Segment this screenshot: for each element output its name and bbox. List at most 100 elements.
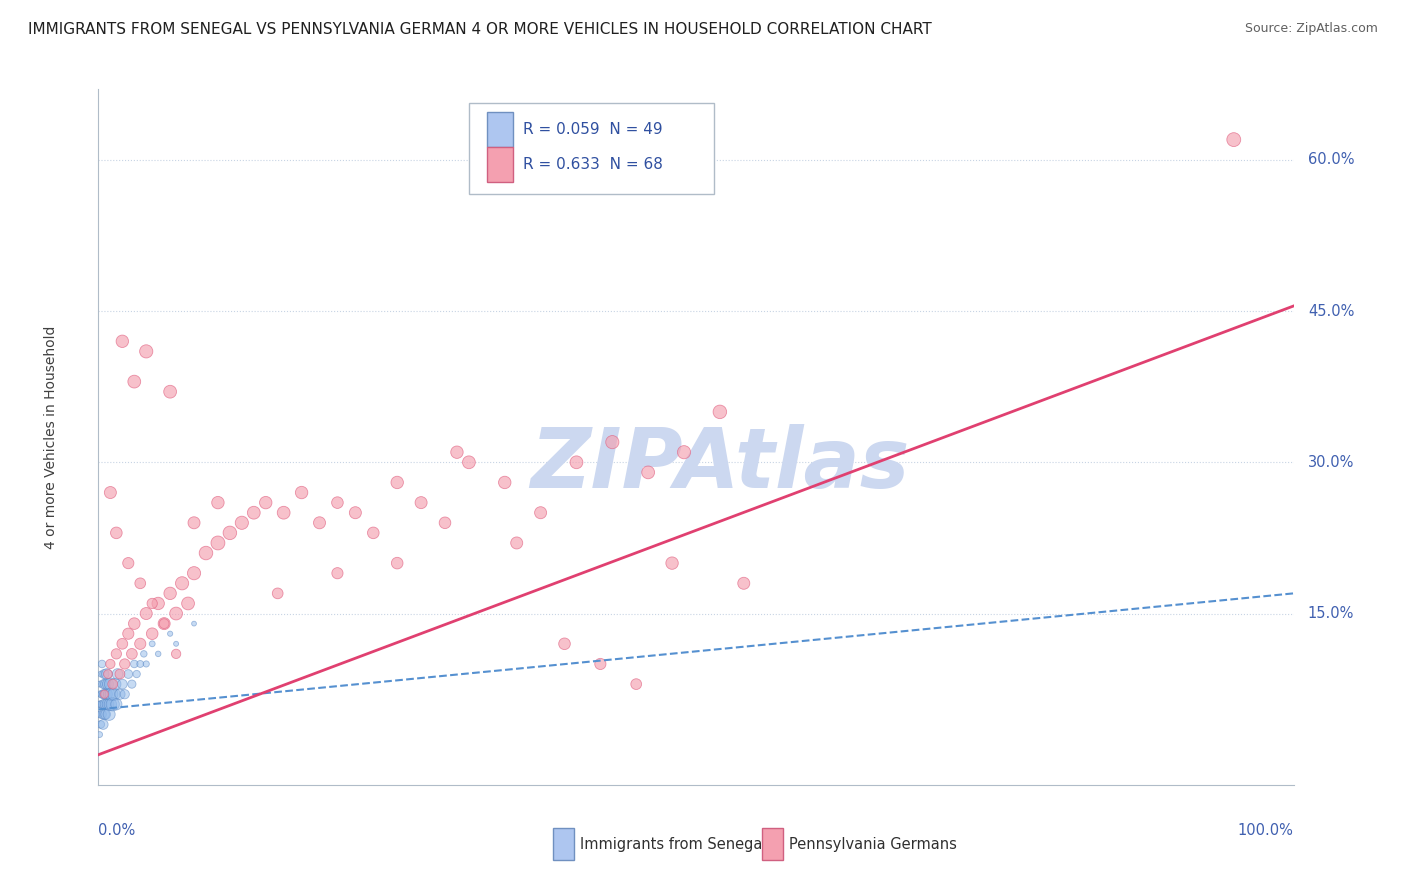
Point — [132, 647, 155, 661]
Text: R = 0.633  N = 68: R = 0.633 N = 68 — [523, 157, 662, 172]
Point — [94, 698, 117, 712]
Bar — [486, 147, 513, 182]
Text: Source: ZipAtlas.com: Source: ZipAtlas.com — [1244, 22, 1378, 36]
Point — [183, 566, 205, 581]
Point — [91, 707, 114, 722]
Point — [100, 687, 122, 701]
Point — [105, 647, 128, 661]
Point — [177, 597, 200, 611]
Point — [231, 516, 253, 530]
Point — [98, 698, 122, 712]
Point — [90, 667, 112, 681]
Point — [207, 495, 229, 509]
Point — [93, 667, 115, 681]
Point — [111, 334, 134, 349]
Point — [565, 455, 588, 469]
Point — [89, 698, 111, 712]
Point — [135, 344, 157, 359]
Point — [733, 576, 755, 591]
Text: 0.0%: 0.0% — [98, 823, 135, 838]
Point — [90, 717, 112, 731]
Point — [183, 516, 205, 530]
Text: 30.0%: 30.0% — [1308, 455, 1354, 470]
Point — [159, 626, 181, 640]
Point — [111, 677, 134, 691]
Point — [108, 667, 131, 681]
Point — [326, 566, 349, 581]
Point — [385, 475, 409, 490]
Point — [673, 445, 696, 459]
Point — [207, 536, 229, 550]
Point — [344, 506, 367, 520]
Point — [93, 687, 115, 701]
Point — [97, 698, 120, 712]
Point — [411, 495, 433, 509]
Point — [434, 516, 457, 530]
Point — [114, 687, 136, 701]
Point — [96, 687, 118, 701]
Point — [124, 375, 146, 389]
Point — [141, 626, 163, 640]
Point — [554, 637, 576, 651]
Point — [101, 677, 124, 691]
Point — [98, 687, 121, 701]
Point — [602, 435, 624, 450]
Bar — [553, 829, 574, 860]
Text: IMMIGRANTS FROM SENEGAL VS PENNSYLVANIA GERMAN 4 OR MORE VEHICLES IN HOUSEHOLD C: IMMIGRANTS FROM SENEGAL VS PENNSYLVANIA … — [28, 22, 932, 37]
Point — [273, 506, 295, 520]
Point — [96, 667, 118, 681]
Text: 45.0%: 45.0% — [1308, 303, 1354, 318]
Point — [93, 687, 115, 701]
Point — [98, 707, 121, 722]
Point — [129, 576, 152, 591]
Point — [153, 616, 176, 631]
Point — [124, 657, 146, 671]
Point — [105, 525, 128, 540]
Text: 100.0%: 100.0% — [1237, 823, 1294, 838]
Point — [91, 677, 114, 691]
Point — [530, 506, 553, 520]
Bar — [486, 112, 513, 147]
Point — [135, 657, 157, 671]
Point — [494, 475, 516, 490]
Point — [108, 687, 131, 701]
Point — [105, 698, 128, 712]
Bar — [762, 829, 783, 860]
Point — [291, 485, 314, 500]
Text: 15.0%: 15.0% — [1308, 606, 1354, 621]
Point — [159, 384, 181, 399]
Point — [97, 667, 120, 681]
Point — [135, 607, 157, 621]
Point — [141, 637, 163, 651]
Point — [458, 455, 481, 469]
Point — [98, 485, 122, 500]
Point — [626, 677, 648, 691]
Text: 60.0%: 60.0% — [1308, 153, 1354, 168]
Point — [125, 667, 148, 681]
Point — [637, 466, 659, 480]
Point — [446, 445, 468, 459]
Point — [93, 707, 115, 722]
Point — [267, 586, 290, 600]
Point — [89, 727, 111, 741]
Point — [94, 677, 117, 691]
Point — [165, 637, 187, 651]
Point — [101, 698, 124, 712]
Point — [506, 536, 529, 550]
Point — [385, 556, 409, 570]
Point — [90, 698, 112, 712]
Point — [104, 677, 127, 691]
Point — [90, 687, 112, 701]
Point — [243, 506, 266, 520]
Point — [117, 556, 139, 570]
Point — [91, 687, 114, 701]
Point — [363, 525, 385, 540]
Point — [589, 657, 612, 671]
Point — [183, 616, 205, 631]
Point — [165, 607, 187, 621]
Point — [326, 495, 349, 509]
Point — [114, 657, 136, 671]
Text: Immigrants from Senegal: Immigrants from Senegal — [581, 837, 766, 852]
Point — [165, 647, 187, 661]
Point — [254, 495, 277, 509]
